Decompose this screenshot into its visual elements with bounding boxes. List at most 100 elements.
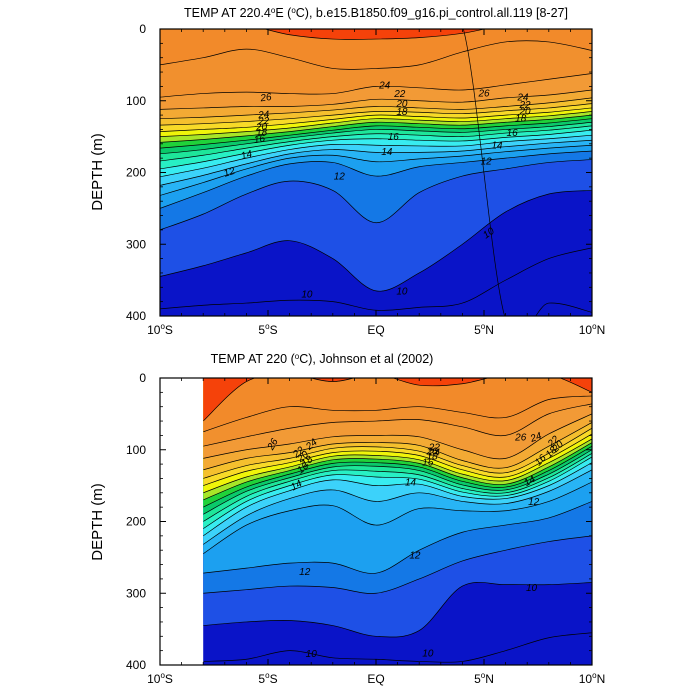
isotherm-14 [160,139,592,186]
contour-label: 14 [405,478,417,489]
contour-label: 10 [422,648,434,659]
contour-label-text: 18 [256,127,269,139]
contour-label-text: 12 [409,551,421,562]
y-tick-label: 400 [126,658,146,672]
panel-top-title: TEMP AT 220.4oE (oC), b.e15.B1850.f09_g1… [184,6,568,20]
contour-label: 14 [289,478,305,493]
contour-label: 10 [306,649,318,660]
isotherm-10 [160,190,592,292]
isotherm-19 [160,118,592,149]
contour-label: 12 [528,497,540,508]
y-tick-label: 400 [126,309,146,323]
contour-label-text: 14 [405,478,417,489]
contour-label-text: 16 [388,132,400,143]
contour-label-text: 10 [396,286,408,297]
contour-label: 26 [477,88,490,99]
isotherm-25 [203,413,592,460]
y-tick-label: 300 [126,237,146,251]
panel-bottom-title: TEMP AT 220 (oC), Johnson et al (2002) [211,352,434,366]
contour-label: 26 [514,432,527,443]
contour-label: 24 [428,447,441,458]
contour-label: 20 [426,447,439,458]
isotherm-16 [160,129,592,170]
contour-label-text: 26 [477,88,490,99]
contour-label-text: 20 [395,99,408,110]
contour-label: 26 [259,92,273,105]
isotherm-18 [203,449,592,515]
contour-label-text: 18 [396,107,408,118]
contour-label-text: 10 [526,583,538,594]
contour-label: 22 [518,100,531,111]
contour-label: 26 [265,437,281,453]
contour-label: 20 [395,99,408,110]
isotherm-26 [160,73,592,98]
contour-label: 24 [257,109,270,121]
isotherm-15 [160,134,592,178]
isotherm-24 [203,422,592,471]
contour-label-text: 12 [299,567,311,578]
x-tick-label: 10oN [579,671,605,686]
panel-top: TEMP AT 220.4oE (oC), b.e15.B1850.f09_g1… [89,6,605,337]
contour-label: 16 [388,132,400,143]
contour-label: 18 [515,113,527,124]
contour-label-text: 24 [378,80,391,91]
contour-label-text: 14 [381,147,393,158]
isotherm-21 [160,111,592,137]
contour-label: 22 [428,442,441,453]
contour-label: 10 [526,583,538,594]
isotherm-13 [203,481,592,555]
y-tick-label: 100 [126,94,146,108]
isotherm-17 [160,125,592,162]
isotherm-26 [203,403,592,447]
contour-label-text: 24 [528,431,544,446]
isotherm-28 [263,29,487,40]
contour-label-text: 14 [240,149,254,163]
contour-label-text: 18 [427,452,439,463]
contour-label: 22 [257,116,270,128]
isotherm-23 [160,103,592,126]
contour-label: 16 [507,128,519,139]
contour-label: 24 [378,80,391,91]
contour-label-text: 16 [422,457,434,468]
y-tick-label: 0 [139,22,146,36]
isotherm-11 [160,159,592,231]
isotherm-10 [203,581,592,638]
isotherm-15 [203,462,592,537]
contour-label: 10 [396,286,408,297]
contour-label: 12 [334,172,346,183]
panel-bottom: TEMP AT 220 (oC), Johnson et al (2002) 2… [89,352,605,686]
contour-label-text: 22 [428,442,441,453]
contour-label: 14 [240,149,254,163]
contour-label-text: 26 [514,432,527,443]
contour-label-text: 20 [518,106,531,117]
contour-label-text: 12 [481,157,493,168]
isotherm-20 [203,442,592,501]
contour-label: 12 [409,551,421,562]
isotherm-24 [160,97,592,120]
contour-label-text: 16 [507,128,519,139]
contour-label: 18 [427,452,439,463]
x-tick-label: 5oN [474,322,494,337]
contour-label: 14 [491,141,503,152]
panel-bottom-ylabel: DEPTH (m) [89,483,106,561]
contour-label-text: 14 [491,141,503,152]
contour-label-text: 22 [518,100,531,111]
contour-label-text: 14 [289,478,305,493]
isotherm-22 [160,107,592,132]
contour-label-text: 16 [253,133,266,146]
contour-label: 12 [222,166,236,180]
contour-label-text: 22 [393,89,406,100]
contour-label-text: 14 [522,474,538,489]
y-tick-label: 200 [126,515,146,529]
isotherm-27 [203,395,592,433]
contour-label-text: 26 [259,92,273,105]
contour-label-text: 20 [426,447,439,458]
contour-label: 16 [253,133,266,146]
x-tick-label: 5oS [258,322,277,337]
x-tick-label: EQ [367,323,384,337]
contour-label-text: 10 [422,648,434,659]
isotherm-20 [160,114,592,143]
x-tick-label: 10oS [147,322,173,337]
